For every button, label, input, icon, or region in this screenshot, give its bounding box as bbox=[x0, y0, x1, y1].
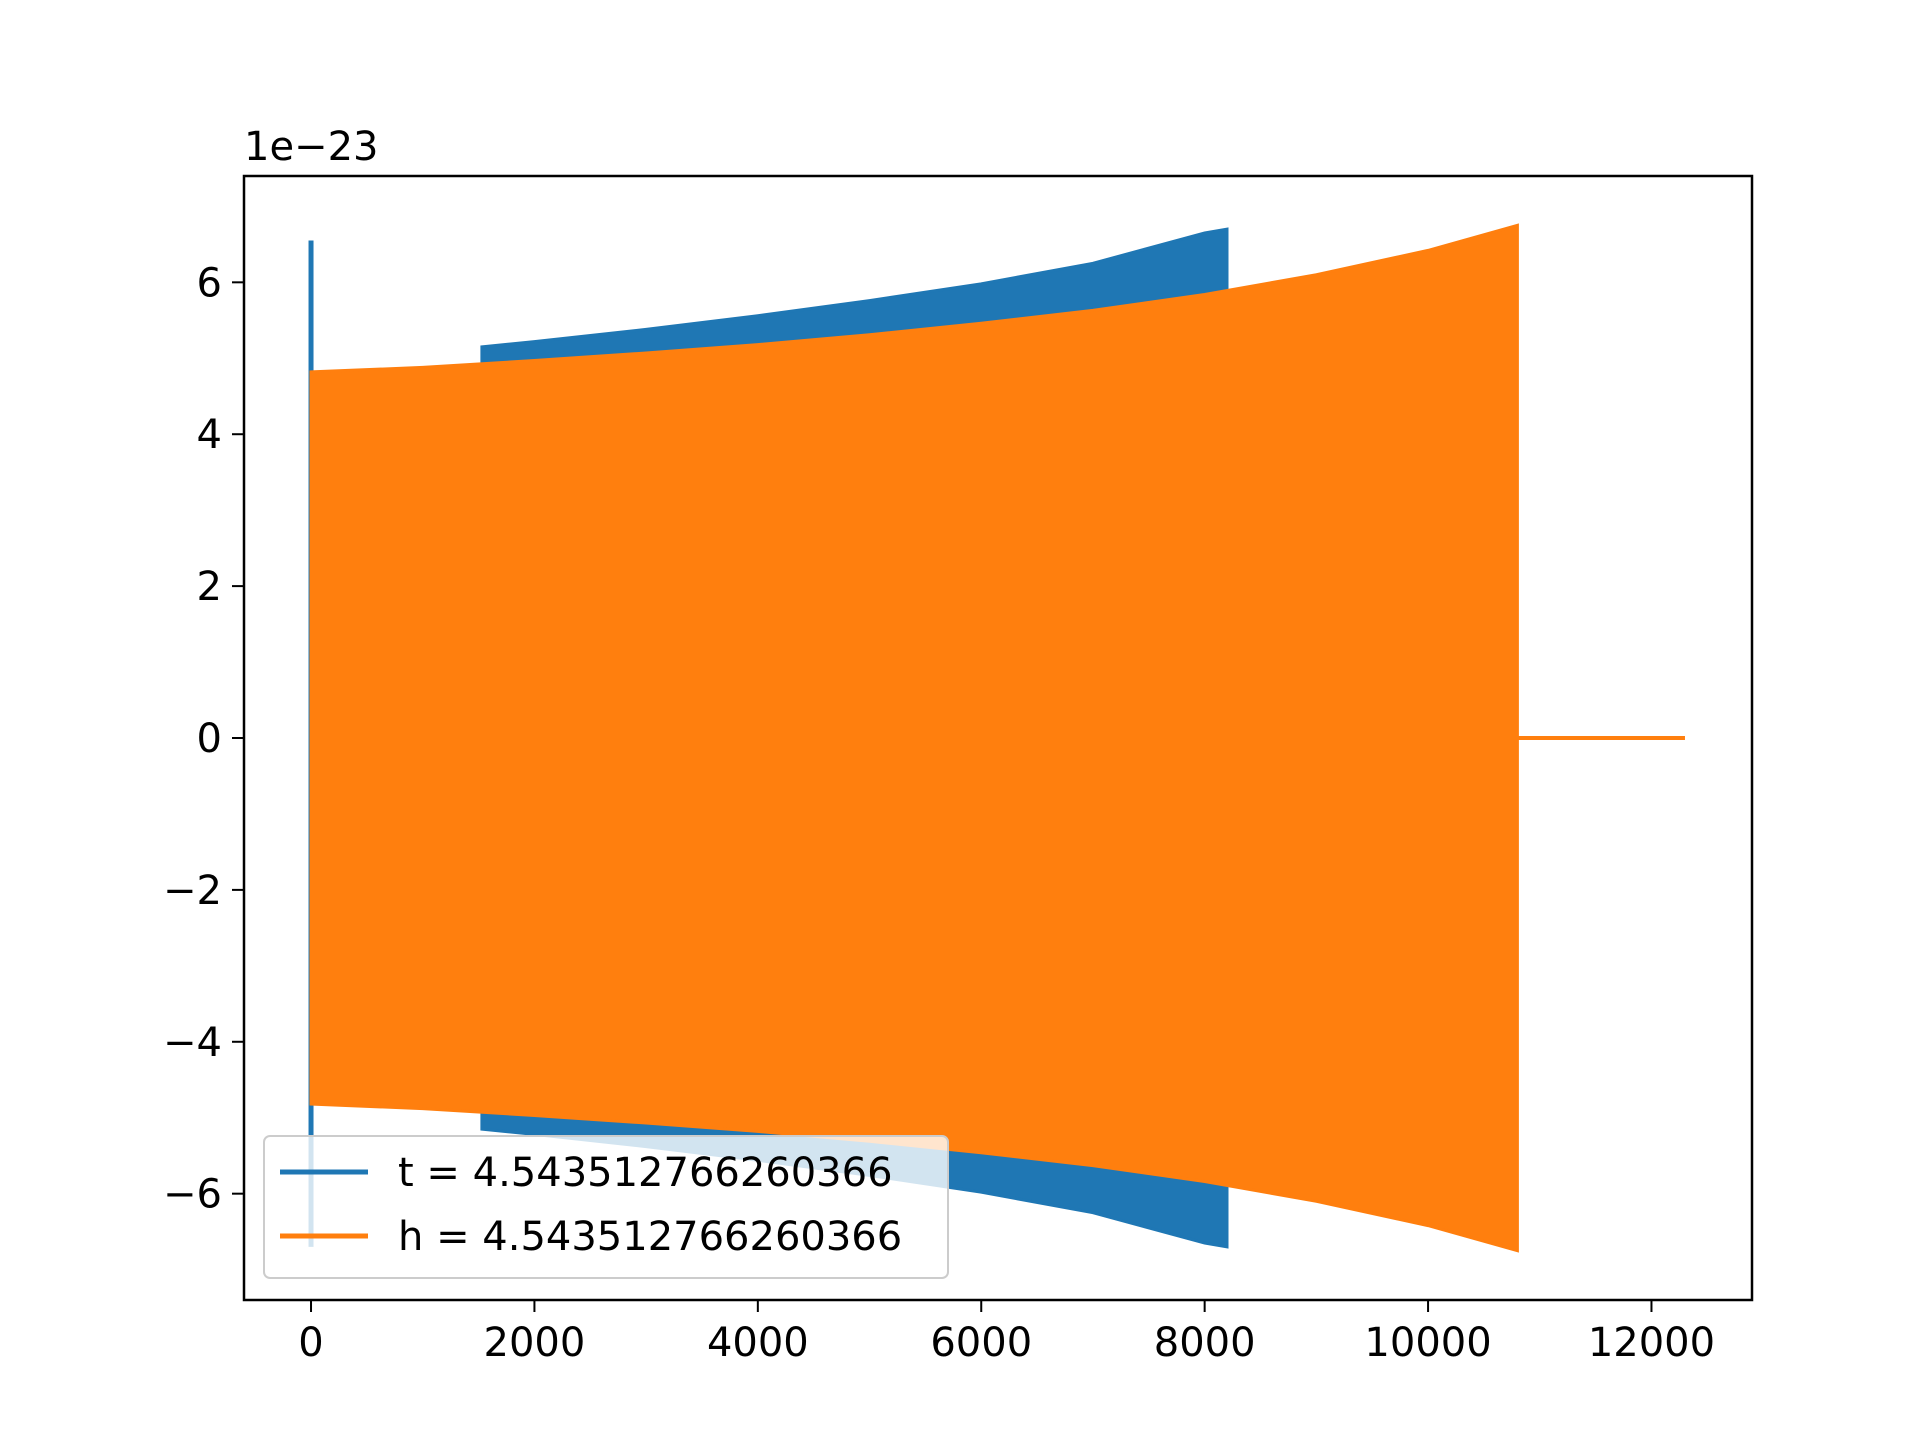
y-tick-label: −4 bbox=[163, 1020, 222, 1066]
y-tick-label: −2 bbox=[163, 868, 222, 914]
y-tick-label: 4 bbox=[197, 412, 222, 458]
series-layer bbox=[308, 223, 1685, 1253]
legend-label-h: h = 4.543512766260366 bbox=[398, 1214, 902, 1260]
x-tick-label: 8000 bbox=[1154, 1320, 1256, 1366]
series-1 bbox=[309, 223, 1685, 1253]
y-axis: −6 −4 −2 0 2 4 6 bbox=[163, 260, 244, 1218]
legend: t = 4.543512766260366 h = 4.543512766260… bbox=[263, 1135, 949, 1279]
series-envelope-1 bbox=[309, 223, 1519, 1253]
y-tick-label: 0 bbox=[197, 716, 222, 762]
legend-label-t: t = 4.543512766260366 bbox=[398, 1150, 893, 1196]
x-tick-label: 12000 bbox=[1588, 1320, 1715, 1366]
x-tick-label: 6000 bbox=[930, 1320, 1032, 1366]
y-tick-label: 6 bbox=[197, 260, 222, 306]
y-axis-offset-label: 1e−23 bbox=[244, 124, 378, 170]
x-axis: 0 2000 4000 6000 8000 10000 12000 bbox=[298, 1300, 1715, 1366]
x-tick-label: 2000 bbox=[484, 1320, 586, 1366]
x-tick-label: 4000 bbox=[707, 1320, 809, 1366]
y-tick-label: −6 bbox=[163, 1172, 222, 1218]
legend-box bbox=[263, 1135, 949, 1279]
y-tick-label: 2 bbox=[197, 564, 222, 610]
x-tick-label: 0 bbox=[298, 1320, 323, 1366]
x-tick-label: 10000 bbox=[1364, 1320, 1491, 1366]
